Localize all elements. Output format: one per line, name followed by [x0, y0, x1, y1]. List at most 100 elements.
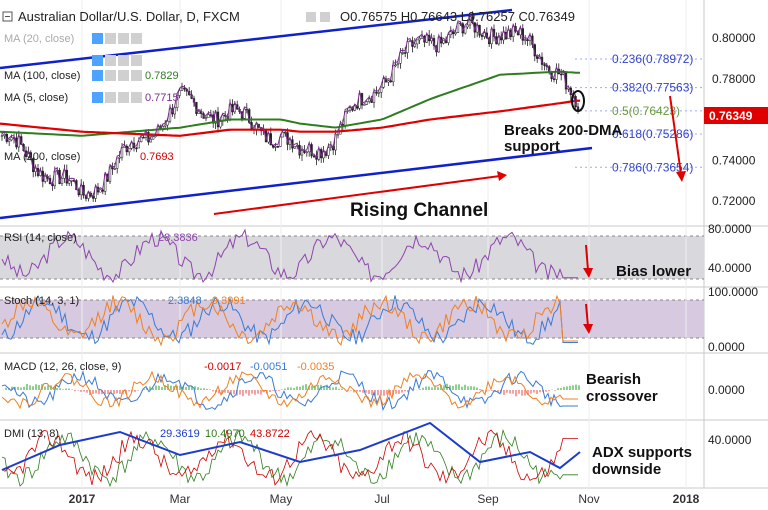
macd-bar	[503, 390, 505, 395]
candle-body	[180, 87, 184, 91]
macd-bar	[92, 390, 94, 395]
dmi-value-1: 29.3619	[160, 428, 200, 440]
candle-body	[389, 80, 392, 83]
macd-bar	[233, 390, 235, 395]
study-settings-icon[interactable]	[118, 70, 129, 81]
candle-body	[327, 147, 330, 156]
macd-bar	[293, 388, 295, 390]
macd-bar	[236, 390, 238, 396]
candle-body	[312, 155, 316, 158]
macd-bar	[491, 390, 493, 391]
candle-body	[418, 37, 421, 41]
time-axis-tick: Sep	[477, 492, 499, 506]
candle-body	[524, 39, 527, 41]
study-visibility-icon[interactable]	[92, 92, 103, 103]
macd-bar	[269, 390, 271, 392]
study-visibility-icon[interactable]	[92, 33, 103, 44]
candle-body	[464, 26, 467, 34]
breaks-annotation: Breaks 200-DMA	[504, 122, 623, 139]
macd-bar	[203, 388, 205, 390]
candle-body	[173, 107, 176, 115]
study-settings-icon[interactable]	[118, 92, 129, 103]
time-axis-tick: May	[270, 492, 293, 506]
candle-body	[87, 192, 90, 199]
crossover-label: crossover	[586, 388, 658, 405]
study-settings-icon[interactable]	[105, 55, 116, 66]
study-value: 0.7715	[145, 92, 179, 104]
macd-bar	[143, 389, 145, 390]
stoch-axis-tick: 0.0000	[708, 340, 745, 354]
study-settings-icon[interactable]	[105, 33, 116, 44]
candle-body	[142, 136, 145, 139]
macd-bar	[377, 390, 379, 396]
macd-bar	[374, 390, 376, 396]
macd-bar	[284, 388, 286, 390]
candle-body	[276, 146, 280, 148]
macd-bar	[158, 385, 160, 390]
candle-body	[281, 132, 284, 138]
study-settings-icon[interactable]	[131, 55, 142, 66]
fib-target-arrow	[669, 95, 686, 182]
study-settings-icon[interactable]	[105, 70, 116, 81]
candle-body	[348, 107, 352, 111]
candle-body	[8, 139, 11, 142]
candle-body	[466, 24, 469, 28]
candle-body	[396, 62, 400, 66]
candle-body	[368, 98, 371, 102]
macd-bar	[20, 387, 22, 390]
macd-bar	[35, 384, 37, 390]
channel-lower-line	[0, 146, 593, 220]
minus-square-icon[interactable]	[2, 11, 13, 22]
macd-bar	[440, 385, 442, 390]
macd-bar	[332, 387, 334, 390]
candle-body	[483, 32, 486, 37]
candle-body	[204, 117, 208, 119]
macd-value-3: -0.0035	[297, 361, 334, 373]
header-toolbar-icons[interactable]	[306, 12, 330, 22]
macd-bar	[431, 387, 433, 390]
study-remove-icon[interactable]	[131, 70, 142, 81]
macd-bar	[437, 387, 439, 390]
study-value: 0.7693	[140, 151, 174, 163]
candle-body	[274, 146, 277, 148]
macd-bar	[566, 386, 568, 390]
candle-body	[447, 34, 450, 44]
macd-bar	[506, 390, 508, 393]
macd-bar	[341, 388, 343, 390]
time-axis-tick: Mar	[170, 492, 191, 506]
macd-bar	[326, 384, 328, 390]
macd-bar	[428, 386, 430, 390]
candle-body	[60, 178, 64, 184]
study-visibility-icon[interactable]	[92, 70, 103, 81]
macd-bar	[179, 385, 181, 390]
study-remove-icon[interactable]	[131, 33, 142, 44]
candle-body	[382, 78, 385, 88]
macd-bar	[38, 385, 40, 390]
study-settings-icon[interactable]	[105, 92, 116, 103]
study-settings-icon[interactable]	[118, 55, 129, 66]
candle-body	[425, 34, 428, 43]
rsi-band	[0, 236, 704, 279]
fib-level-label: 0.786(0.73654)	[612, 160, 693, 174]
study-settings-icon[interactable]	[92, 55, 103, 66]
study-remove-icon[interactable]	[131, 92, 142, 103]
macd-bar	[572, 385, 574, 390]
breakdown-circle	[571, 90, 585, 112]
stoch-k-value: 2.3848	[168, 295, 202, 307]
dmi-minus-line	[1, 429, 578, 486]
dmi-value-3: 43.8722	[250, 428, 290, 440]
study-label: MA (200, close)	[4, 151, 80, 163]
candle-body	[293, 146, 296, 149]
macd-bar	[74, 390, 76, 392]
candle-body	[113, 168, 116, 170]
macd-bar	[335, 386, 337, 390]
dmi-label: DMI (13, 8)	[4, 428, 59, 440]
macd-bar	[95, 390, 97, 394]
macd-bar	[380, 390, 382, 396]
candle-body	[449, 31, 452, 35]
candle-body	[99, 189, 102, 193]
macd-bar	[383, 390, 385, 396]
study-settings-icon[interactable]	[118, 33, 129, 44]
macd-bar	[452, 385, 454, 390]
